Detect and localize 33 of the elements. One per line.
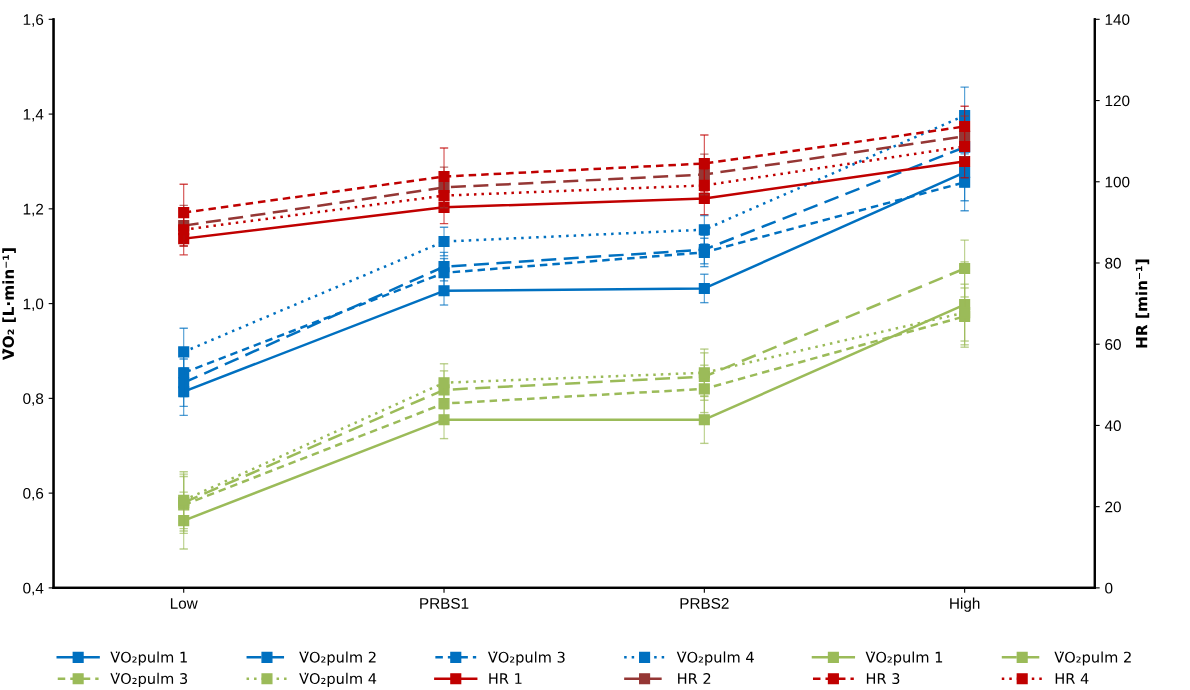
legend-label: V̇O₂pulm 1 — [110, 651, 187, 666]
legend-label: V̇O₂pulm 2 — [1054, 651, 1131, 666]
y2-tick-label: 100 — [1105, 176, 1130, 188]
legend-label: HR 1 — [489, 673, 522, 684]
y2-tick-label: 80 — [1105, 257, 1121, 269]
legend-label: V̇O₂pulm 1 — [865, 651, 943, 666]
y2-tick-label: 120 — [1105, 95, 1130, 107]
y-tick-label: 1,6 — [23, 14, 44, 27]
y-tick-label: 0,8 — [23, 393, 44, 406]
y2-tick-label: 20 — [1105, 501, 1121, 513]
y2-tick-label: 40 — [1104, 420, 1121, 432]
y-tick-label: 1,0 — [23, 298, 44, 312]
x-tick-label: PRBS2 — [680, 598, 729, 609]
x-tick-label: High — [950, 597, 980, 612]
y2-tick-label: 60 — [1105, 339, 1121, 350]
y2-tick-label: 0 — [1105, 582, 1113, 594]
x-tick-label: PRBS1 — [420, 598, 469, 609]
legend-label: V̇O₂pulm 4 — [676, 651, 754, 666]
x-tick-label: Low — [170, 598, 198, 609]
y-tick-label: 0,6 — [23, 487, 44, 501]
legend-label: V̇O₂pulm 3 — [110, 672, 188, 687]
legend-label: HR 2 — [678, 673, 711, 684]
y2-axis-title: HR [min⁻¹] — [1135, 259, 1150, 348]
y2-tick-label: 140 — [1105, 14, 1130, 26]
y-tick-label: 0,4 — [23, 582, 44, 596]
legend-label: HR 3 — [866, 673, 900, 685]
y-tick-label: 1,2 — [23, 203, 44, 217]
y-tick-label: 1,4 — [23, 109, 44, 122]
legend-label: V̇O₂pulm 4 — [299, 672, 377, 687]
y-axis-title: V̇O₂ [L·min⁻¹] — [2, 248, 16, 361]
legend-label: HR 4 — [1055, 673, 1089, 684]
legend-label: V̇O₂pulm 2 — [299, 651, 376, 666]
legend-label: V̇O₂pulm 3 — [487, 651, 565, 666]
